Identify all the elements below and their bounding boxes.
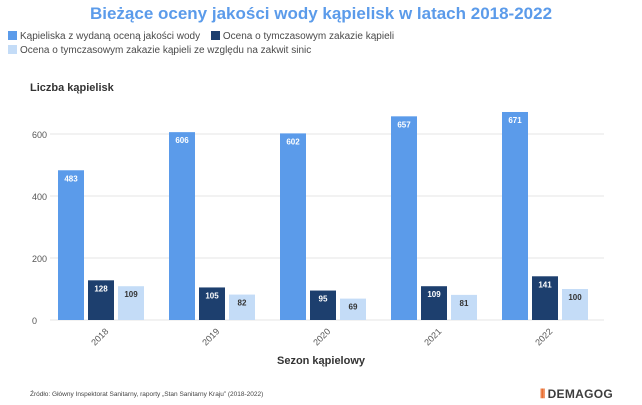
data-label-series-2-2018: 128 <box>94 284 108 293</box>
y-axis-title: Liczba kąpielisk <box>30 82 114 94</box>
legend: Kąpieliska z wydaną oceną jakości wody O… <box>8 30 428 58</box>
legend-item-series-1: Kąpieliska z wydaną oceną jakości wody <box>8 30 200 44</box>
legend-swatch-series-1 <box>8 31 17 40</box>
y-tick-label: 400 <box>32 192 47 202</box>
legend-item-series-3: Ocena o tymczasowym zakazie kąpieli ze w… <box>8 44 311 58</box>
bar-series-2-2019 <box>199 287 225 320</box>
data-label-series-3-2019: 82 <box>238 299 247 308</box>
legend-swatch-series-3 <box>8 45 17 54</box>
data-label-series-3-2021: 81 <box>460 299 469 308</box>
bar-series-2-2022 <box>532 276 558 320</box>
data-label-series-2-2020: 95 <box>319 295 328 304</box>
data-label-series-2-2022: 141 <box>538 280 552 289</box>
legend-item-series-2: Ocena o tymczasowym zakazie kąpieli <box>210 30 395 44</box>
y-tick-label: 200 <box>32 254 47 264</box>
demagog-logo: ⦀ DEMAGOG <box>540 387 613 402</box>
x-tick-label-2022: 2022 <box>533 326 554 347</box>
x-axis-title: Sezon kąpielowy <box>276 355 366 367</box>
x-tick-label-2020: 2020 <box>311 326 332 347</box>
bar-series-2-2020 <box>310 290 336 320</box>
logo-text: DEMAGOG <box>547 387 614 401</box>
y-tick-label: 600 <box>32 130 47 140</box>
data-label-series-1-2018: 483 <box>64 174 78 183</box>
bar-series-3-2018 <box>118 286 144 320</box>
bar-series-3-2020 <box>340 298 366 320</box>
data-label-series-3-2018: 109 <box>124 290 138 299</box>
legend-label-series-1: Kąpieliska z wydaną oceną jakości wody <box>20 31 201 42</box>
data-label-series-2-2021: 109 <box>427 290 441 299</box>
bar-series-1-2019 <box>169 132 195 320</box>
legend-label-series-2: Ocena o tymczasowym zakazie kąpieli <box>222 31 395 42</box>
bar-series-3-2021 <box>451 294 477 320</box>
bar-series-1-2020 <box>280 133 306 320</box>
bar-series-2-2021 <box>421 286 447 320</box>
bar-series-1-2021 <box>391 116 417 320</box>
data-label-series-3-2022: 100 <box>568 293 582 302</box>
data-label-series-3-2020: 69 <box>349 303 358 312</box>
bar-series-1-2022 <box>502 111 528 321</box>
logo-mark-icon: ⦀ <box>540 387 546 401</box>
y-tick-label: 0 <box>32 316 37 326</box>
legend-swatch-series-2 <box>210 31 220 40</box>
data-label-series-1-2019: 606 <box>175 136 189 145</box>
x-tick-label-2018: 2018 <box>89 326 110 347</box>
source-note: Źródło: Główny Inspektorat Sanitarny, ra… <box>30 391 264 398</box>
bar-series-3-2019 <box>229 294 255 320</box>
bar-series-2-2018 <box>88 280 114 320</box>
x-tick-label-2019: 2019 <box>200 326 221 347</box>
x-tick-label-2021: 2021 <box>422 326 443 347</box>
data-label-series-1-2022: 671 <box>508 116 522 125</box>
chart-title: Bieżące oceny jakości wody kąpielisk w l… <box>89 4 553 23</box>
bar-series-3-2022 <box>562 289 588 320</box>
data-label-series-1-2020: 602 <box>286 137 300 146</box>
bar-series-1-2018 <box>58 170 84 320</box>
legend-label-series-3: Ocena o tymczasowym zakazie kąpieli ze w… <box>20 45 312 56</box>
data-label-series-1-2021: 657 <box>397 120 411 129</box>
data-label-series-2-2019: 105 <box>205 291 219 300</box>
